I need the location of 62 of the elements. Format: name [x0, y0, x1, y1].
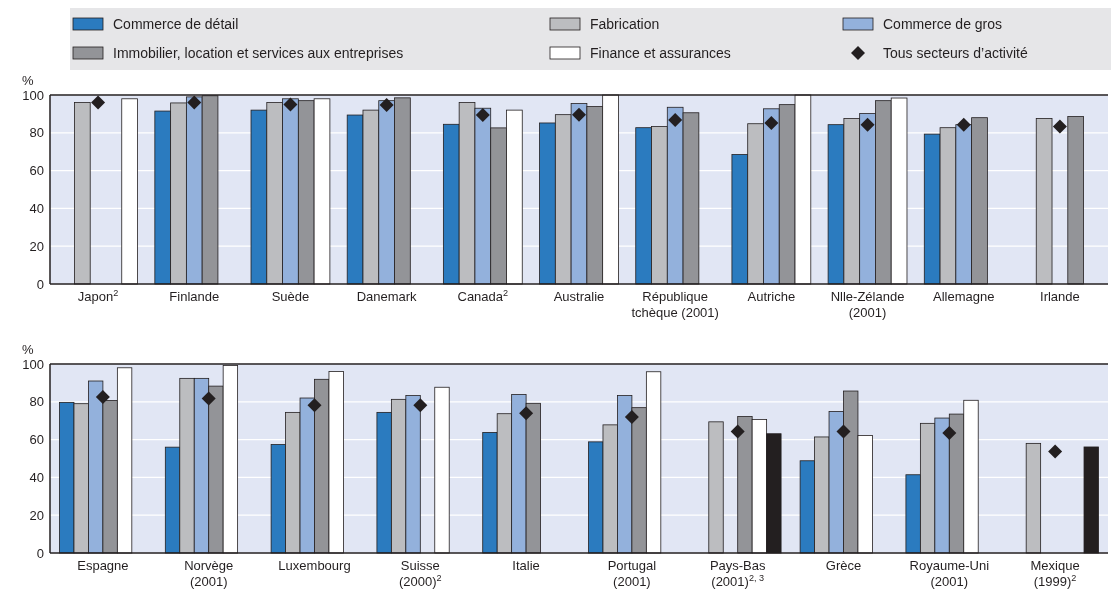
x-tick-label: Australie	[553, 289, 605, 304]
y-tick-label: 80	[29, 394, 44, 410]
point	[942, 425, 957, 440]
x-tick-label: Luxembourg	[278, 558, 351, 573]
x-tick-label: Espagne	[77, 558, 129, 573]
x-tick-label: Allemagne	[933, 289, 995, 304]
point	[1052, 119, 1067, 134]
x-tick-label: Norvège (2001)	[184, 558, 234, 589]
point	[1048, 444, 1063, 459]
point	[475, 108, 490, 123]
legend-label: Fabrication	[590, 15, 660, 32]
point	[624, 409, 639, 424]
point	[379, 98, 394, 113]
legend-label: Finance et assurances	[590, 44, 731, 61]
x-tick-label: Autriche	[747, 289, 796, 304]
y-tick-label: 60	[29, 432, 44, 448]
x-tick-label: Finlande	[169, 289, 220, 304]
point	[836, 424, 851, 439]
point	[187, 95, 202, 110]
y-axis-title: %	[22, 73, 34, 88]
y-tick-label: 40	[29, 200, 44, 216]
y-tick-label: 40	[29, 469, 44, 485]
y-tick-label: 100	[22, 356, 44, 372]
point	[730, 424, 745, 439]
y-tick-label: 0	[36, 276, 44, 292]
x-tick-label: Japon$^{2}$	[77, 288, 119, 304]
point	[91, 95, 106, 110]
y-tick-label: 0	[36, 545, 44, 561]
x-tick-label: Danemark	[356, 289, 418, 304]
y-tick-label: 80	[29, 125, 44, 141]
point	[283, 97, 298, 112]
legend-label: Immobilier, location et services aux entreprises	[113, 44, 404, 61]
x-tick-label: Italie	[512, 558, 540, 573]
y-tick-label: 60	[29, 163, 44, 179]
point	[95, 389, 110, 404]
legend-label: Commerce de détail	[113, 15, 239, 32]
x-tick-label: Royaume-Uni (2001)	[909, 558, 990, 589]
point	[201, 391, 216, 406]
point	[413, 398, 428, 413]
legend-label: Tous secteurs d’activité	[883, 44, 1028, 61]
point	[572, 107, 586, 122]
x-tick-label: Canada$^{2}$	[457, 288, 509, 304]
x-tick-label: Suède	[271, 289, 310, 304]
y-tick-label: 20	[29, 238, 44, 254]
point	[956, 117, 971, 132]
x-tick-label: Mexique (1999)$^{2}$	[1030, 558, 1080, 589]
x-tick-label: Portugal (2001)	[607, 558, 657, 589]
point	[764, 115, 779, 130]
point	[519, 406, 534, 421]
x-tick-label: République tchèque (2001)	[631, 289, 719, 320]
x-tick-label: Suisse (2000)$^{2}$	[398, 558, 442, 589]
x-tick-label: Grèce	[825, 558, 862, 573]
x-tick-label: Nlle-Zélande (2001)	[830, 289, 905, 320]
point	[307, 398, 322, 413]
legend-label: Commerce de gros	[883, 15, 1003, 32]
y-axis-title: %	[22, 342, 34, 357]
x-tick-label: Irlande	[1040, 289, 1080, 304]
y-tick-label: 100	[22, 87, 44, 103]
point	[860, 117, 875, 132]
point	[668, 112, 683, 127]
y-tick-label: 20	[29, 507, 44, 523]
x-tick-label: Pays-Bas (2001)$^{2, 3}$	[709, 558, 767, 589]
